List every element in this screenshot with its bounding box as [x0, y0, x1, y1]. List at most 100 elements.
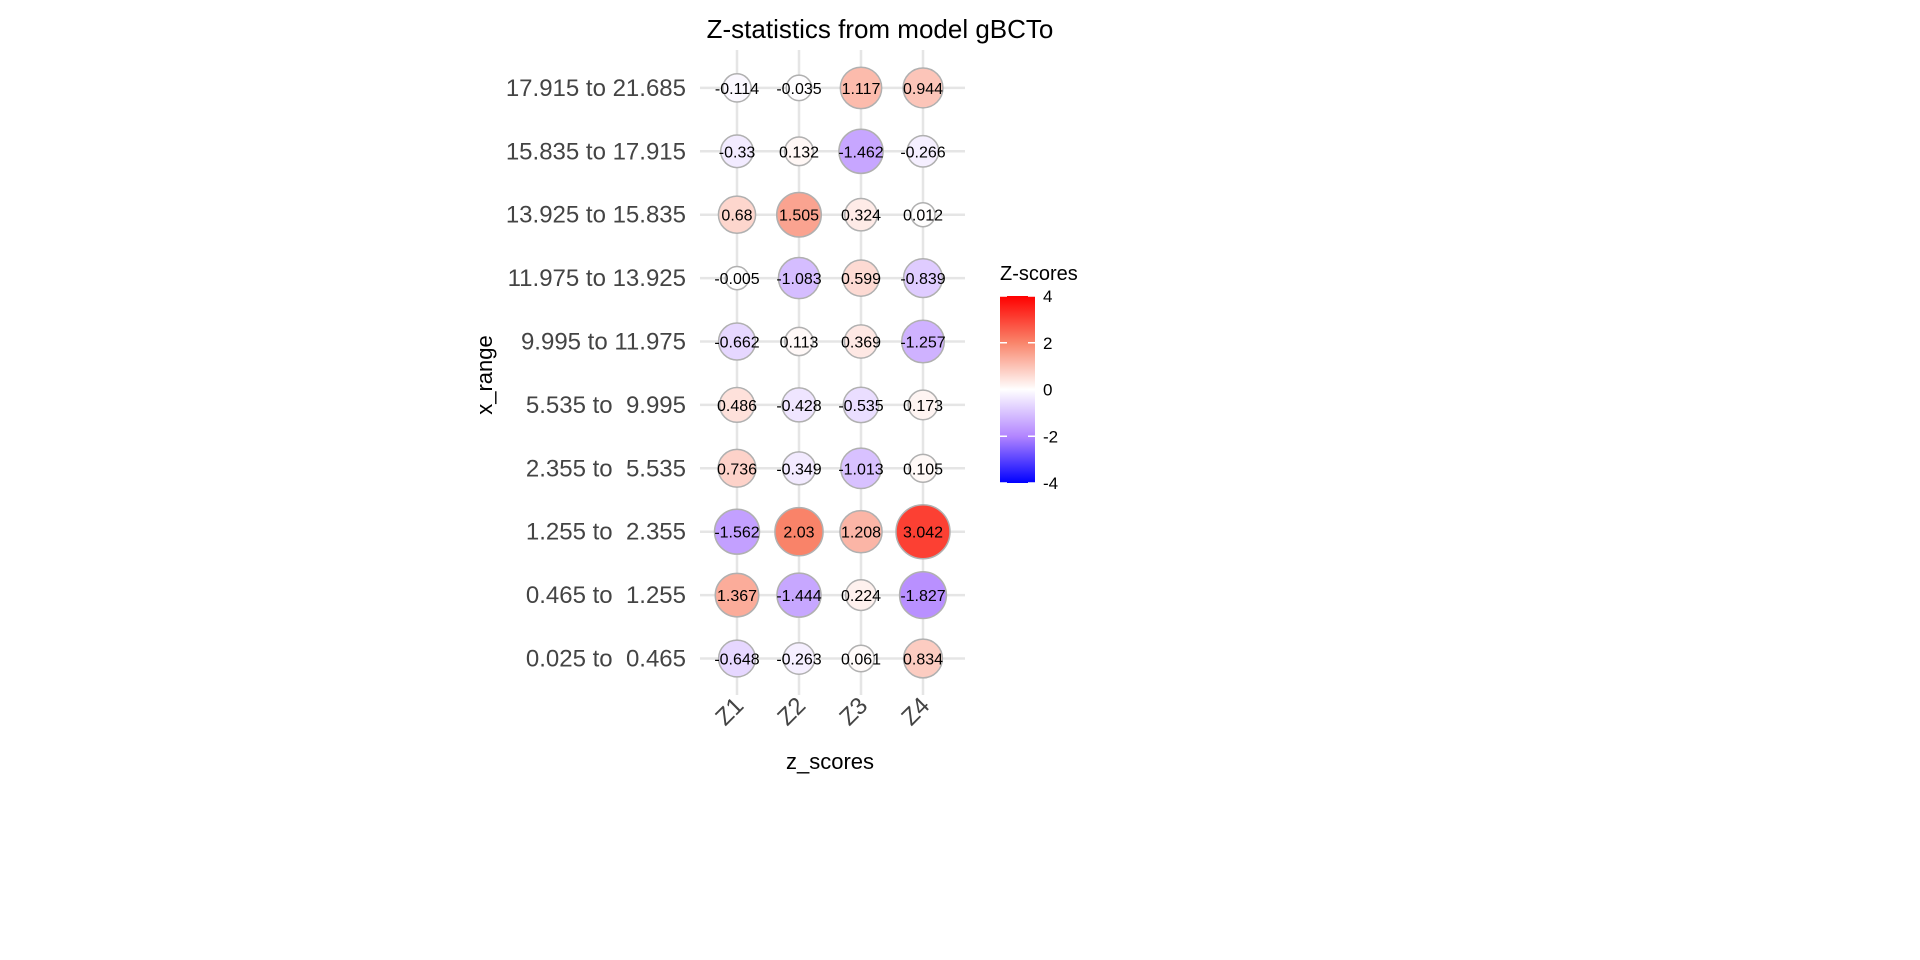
legend-tick-label: -4: [1043, 474, 1058, 493]
data-point-circle: [722, 73, 752, 103]
data-point: -0.349: [776, 451, 822, 486]
y-tick-label: 1.255 to 2.355: [526, 519, 686, 546]
data-label: 1.208: [841, 525, 881, 542]
data-point-circle: [717, 448, 757, 488]
y-axis-title: x_range: [472, 335, 497, 415]
data-label: 0.224: [841, 588, 881, 605]
data-point-circle: [840, 447, 882, 490]
data-label: 1.367: [717, 588, 757, 605]
data-point-circle: [719, 134, 755, 169]
data-label: -1.013: [838, 461, 883, 478]
data-label: -0.662: [714, 335, 759, 352]
y-tick-label: 11.975 to 13.925: [508, 265, 686, 292]
data-point: -1.827: [898, 570, 948, 620]
data-point-circle: [902, 67, 944, 109]
data-point: 0.599: [841, 259, 881, 297]
data-point-circle: [774, 506, 824, 557]
data-point-circle: [895, 503, 951, 560]
data-label: 0.944: [903, 81, 943, 98]
data-label: 0.736: [717, 461, 757, 478]
data-point: 0.369: [841, 324, 881, 359]
data-label: 0.599: [841, 271, 881, 288]
data-point: 0.224: [841, 579, 881, 612]
y-tick-label: 15.835 to 17.915: [506, 138, 686, 165]
data-point: 0.736: [717, 448, 757, 488]
data-label: 0.132: [779, 144, 819, 161]
data-point: 0.173: [903, 389, 943, 421]
color-legend: Z-scores 4 2 0 -2 -4: [1000, 263, 1078, 493]
x-tick-labels: Z1 Z2 Z3 Z4: [710, 692, 935, 731]
x-axis-title: z_scores: [786, 749, 874, 774]
data-label: -0.005: [714, 271, 759, 288]
data-label: 0.061: [841, 652, 881, 669]
y-tick-label: 0.025 to 0.465: [526, 646, 686, 673]
data-point-circle: [775, 191, 823, 238]
x-tick-label: Z3: [834, 692, 873, 731]
data-point: 1.505: [775, 191, 823, 238]
data-point: 0.132: [779, 136, 819, 167]
data-point-circle: [907, 389, 939, 421]
y-tick-label: 5.535 to 9.995: [526, 392, 686, 419]
data-point: 0.324: [841, 197, 881, 232]
chart-title: Z-statistics from model gBCTo: [707, 14, 1054, 44]
y-tick-label: 13.925 to 15.835: [506, 202, 686, 229]
data-label: 0.834: [903, 652, 943, 669]
data-point: 0.113: [780, 326, 819, 357]
data-label: 0.012: [903, 208, 943, 225]
y-tick-label: 0.465 to 1.255: [526, 582, 686, 609]
data-point-circle: [784, 326, 814, 357]
data-label: -0.428: [776, 398, 821, 415]
data-label: -0.33: [719, 144, 756, 161]
data-point: 0.105: [903, 453, 943, 484]
data-point: -0.535: [838, 386, 884, 424]
data-label: 1.117: [842, 81, 881, 98]
data-point: -0.648: [714, 639, 760, 678]
data-label: -1.827: [900, 588, 945, 605]
data-point: -1.013: [838, 447, 884, 490]
data-label: -0.839: [900, 271, 945, 288]
data-point: 1.208: [839, 509, 883, 554]
data-label: 0.173: [903, 398, 943, 415]
data-label: 0.105: [903, 461, 943, 478]
data-point: 0.012: [903, 201, 943, 228]
data-point: 0.486: [717, 386, 757, 424]
data-point: -1.444: [776, 572, 822, 618]
data-label: -1.444: [776, 588, 821, 605]
data-point: -0.005: [714, 265, 760, 291]
data-point: 0.68: [717, 195, 757, 235]
data-label: 0.324: [841, 208, 881, 225]
data-point-circle: [842, 386, 880, 424]
data-point-circle: [718, 386, 756, 424]
data-point: -0.839: [900, 257, 946, 299]
data-point-circle: [714, 572, 760, 618]
data-label: -0.035: [776, 81, 821, 98]
data-point-circle: [898, 570, 948, 620]
x-tick-label: Z2: [772, 692, 811, 731]
data-point-circle: [844, 579, 878, 612]
data-label: 0.113: [780, 335, 819, 352]
data-point-circle: [839, 509, 883, 554]
x-tick-label: Z1: [710, 692, 749, 731]
data-point: -0.035: [776, 74, 822, 102]
data-point: -0.33: [719, 134, 756, 169]
data-point-circle: [724, 265, 750, 291]
data-point: 0.944: [902, 67, 944, 109]
data-label: -0.263: [776, 652, 821, 669]
legend-tick-label: 4: [1043, 287, 1052, 306]
data-point: 3.042: [895, 503, 951, 560]
data-point-circle: [902, 257, 944, 299]
legend-title: Z-scores: [1000, 263, 1078, 285]
data-point: -0.266: [900, 134, 946, 168]
data-point: 0.834: [902, 638, 944, 679]
x-tick-label: Z4: [896, 692, 935, 731]
data-label: -0.114: [715, 81, 759, 98]
data-label: -0.349: [776, 461, 821, 478]
y-tick-label: 9.995 to 11.975: [521, 329, 686, 356]
data-point-circle: [843, 324, 879, 359]
data-point-circle: [782, 642, 816, 675]
data-point-circle: [777, 256, 821, 300]
data-label: -0.535: [838, 398, 883, 415]
data-label: 2.03: [783, 525, 814, 542]
data-point: -0.114: [715, 73, 759, 103]
